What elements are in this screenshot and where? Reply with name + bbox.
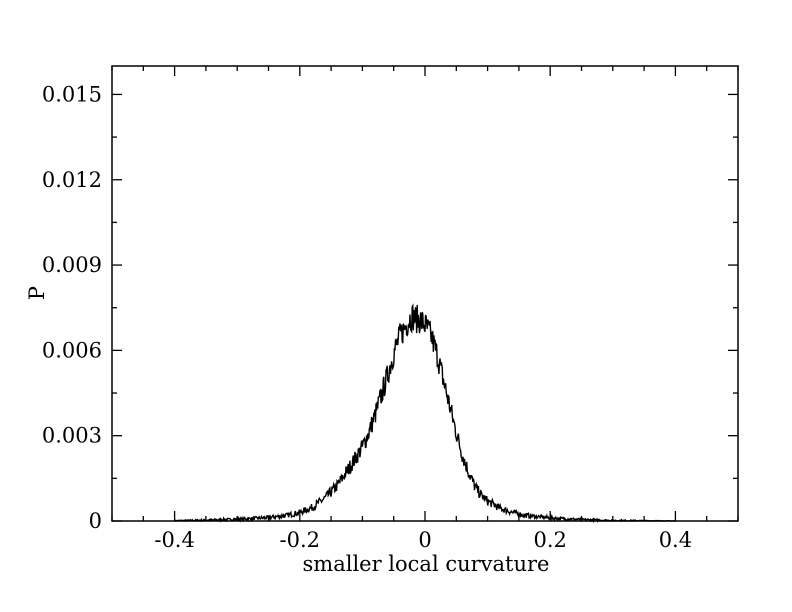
y-tick-label: 0.009 (42, 253, 102, 277)
tick-labels-group: -0.4 -0.2 0 0.2 0.4 0 0.003 0.006 0.009 0.012 0.01… (42, 82, 692, 552)
y-tick-label: 0.003 (42, 424, 102, 448)
x-tick-label: 0.4 (659, 528, 692, 552)
series-line (174, 303, 676, 524)
x-tick-label: 0 (418, 528, 431, 552)
y-tick-label: 0.015 (42, 82, 102, 106)
ticks-group (111, 66, 739, 522)
x-tick-label: -0.4 (154, 528, 195, 552)
y-tick-label: 0.006 (42, 338, 102, 362)
x-tick-label: -0.2 (280, 528, 321, 552)
y-tick-label: 0 (89, 509, 102, 533)
plot-frame (111, 65, 739, 522)
x-axis-title: smaller local curvature (303, 552, 550, 576)
y-axis-title: P (25, 286, 49, 300)
x-tick-label: 0.2 (533, 528, 566, 552)
y-tick-label: 0.012 (42, 168, 102, 192)
